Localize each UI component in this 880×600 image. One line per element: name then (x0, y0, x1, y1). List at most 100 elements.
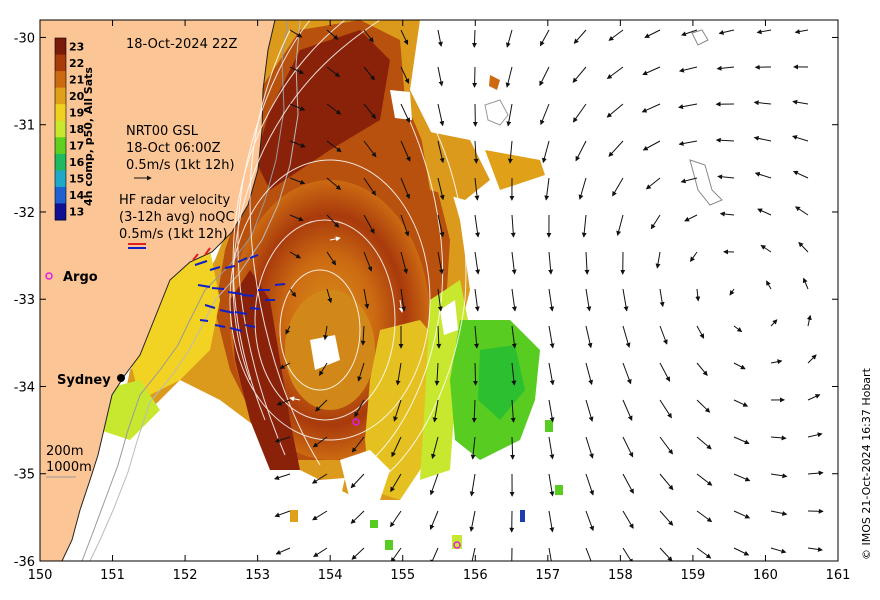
colorbar-swatch (55, 170, 66, 188)
current-arrow (642, 140, 661, 151)
current-arrow (437, 177, 445, 201)
current-arrow (696, 547, 712, 559)
current-arrow (274, 510, 291, 518)
y-axis: -30 -31 -32 -33 -34 -35 -36 (14, 31, 838, 570)
sydney-marker (117, 374, 125, 382)
current-arrow (608, 29, 624, 41)
y-tick-label: -31 (14, 119, 35, 134)
current-arrow (510, 214, 516, 238)
current-arrow (474, 251, 481, 275)
colorbar-tick: 14 (69, 189, 85, 202)
hf-radar-arrow (241, 294, 255, 297)
x-axis: 150 151 152 153 154 155 156 157 158 159 160 161 (28, 20, 850, 583)
current-arrow (437, 214, 445, 238)
current-arrow (753, 135, 772, 142)
current-arrow (326, 177, 342, 190)
hf-radar-arrow (244, 324, 256, 328)
current-arrow (659, 510, 674, 526)
x-tick-label: 152 (173, 568, 198, 583)
hf-radar-arrow (192, 253, 199, 261)
hf-radar-arrow (237, 257, 248, 263)
current-arrow (311, 473, 328, 484)
coastline (61, 20, 276, 561)
current-arrow (315, 399, 328, 412)
current-arrow (548, 473, 555, 497)
colorbar-tick: 16 (69, 156, 85, 169)
current-arrow (585, 399, 594, 422)
current-arrow (585, 473, 595, 496)
x-tick-label: 154 (318, 568, 343, 583)
hf-radar-arrow (249, 254, 259, 259)
current-arrow (622, 510, 634, 529)
current-arrow (716, 65, 735, 71)
current-arrow (802, 277, 809, 290)
hf-radar-arrow (197, 284, 211, 288)
current-arrow (363, 66, 376, 81)
hf-legend: HF radar velocity (3-12h avg) noQC 0.5m/… (119, 193, 235, 249)
sydney-label: Sydney (57, 373, 111, 388)
current-arrow (696, 362, 708, 376)
current-arrow (548, 325, 555, 349)
current-arrow (437, 29, 443, 47)
current-arrow (400, 66, 410, 84)
current-arrow (678, 140, 698, 146)
colorbar-swatch (55, 87, 66, 105)
current-arrow (289, 177, 306, 185)
current-arrow (641, 103, 661, 113)
current-arrow (326, 251, 337, 266)
current-arrow (696, 436, 712, 450)
current-arrow (539, 29, 550, 47)
y-tick-label: -35 (14, 468, 35, 483)
nrt-legend-line-1: NRT00 GSL (126, 124, 199, 139)
current-arrow (390, 547, 402, 561)
current-arrow (584, 251, 590, 275)
hf-radar-arrow (209, 266, 221, 271)
current-arrow (622, 362, 632, 385)
colorbar-swatch (55, 153, 66, 171)
colorbar-tick: 19 (69, 106, 84, 119)
current-arrow (718, 29, 735, 35)
current-arrow (733, 325, 743, 333)
current-arrow (390, 510, 402, 528)
current-arrow (659, 399, 672, 419)
y-tick-label: -32 (14, 206, 35, 221)
current-arrow (622, 436, 634, 458)
argo-float-1 (352, 418, 360, 426)
current-arrow (770, 473, 788, 479)
seamount-3 (691, 29, 709, 46)
current-arrow (642, 66, 661, 76)
x-tick-label: 159 (680, 568, 705, 583)
current-arrow (289, 251, 302, 259)
current-arrow (548, 510, 555, 533)
current-arrow (733, 436, 750, 445)
current-arrow (578, 177, 587, 200)
hf-radar-arrow (214, 324, 226, 328)
current-arrow (289, 288, 297, 298)
current-arrow (807, 394, 821, 401)
current-arrow (350, 510, 365, 524)
current-arrow (548, 362, 555, 386)
current-arrow (792, 135, 809, 142)
current-arrow (690, 251, 698, 262)
current-arrow (585, 547, 594, 561)
current-arrow (719, 211, 735, 217)
y-tick-label: -34 (14, 380, 35, 395)
land-mass (40, 20, 275, 561)
current-arrow (289, 66, 305, 74)
current-arrow (659, 325, 668, 345)
nrt-legend-line-3: 0.5m/s (1kt 12h) (126, 158, 235, 173)
current-arrow (469, 510, 476, 532)
current-arrow (469, 473, 476, 497)
current-arrow (733, 399, 749, 407)
current-arrow (622, 325, 631, 348)
colorbar-tick: 15 (69, 173, 84, 186)
current-arrow (770, 435, 787, 441)
current-arrow (753, 100, 772, 106)
current-arrow (326, 288, 333, 304)
current-arrow (548, 436, 555, 460)
current-arrow (696, 325, 705, 339)
current-arrow (575, 140, 587, 162)
current-arrow (659, 288, 665, 308)
current-arrow (807, 432, 823, 438)
